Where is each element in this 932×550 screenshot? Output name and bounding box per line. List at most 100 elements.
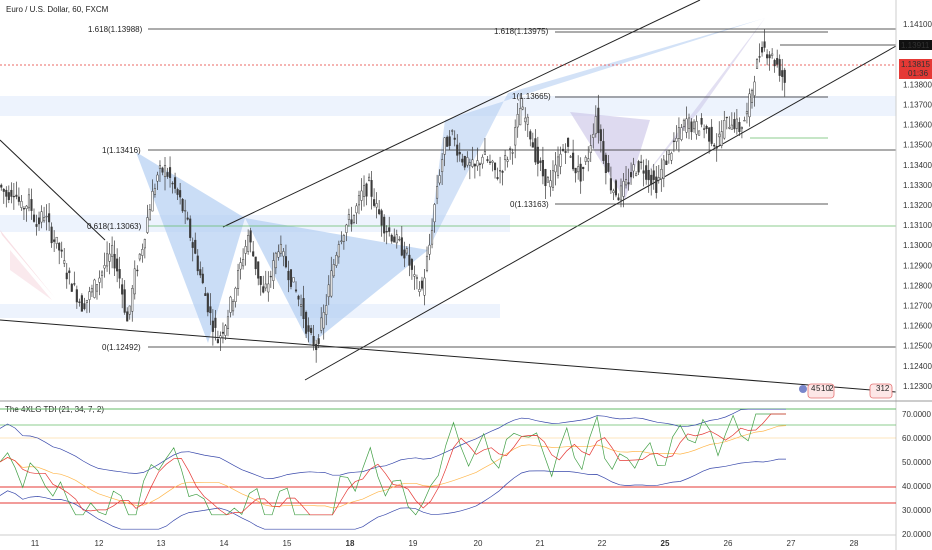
candle-body	[758, 56, 761, 58]
candle-body	[430, 229, 434, 245]
candle-body	[375, 203, 378, 208]
tdi-lines	[0, 408, 787, 530]
candle-body	[168, 167, 172, 178]
candle-body	[478, 163, 481, 165]
price-tick-label: 1.13800	[903, 80, 932, 89]
candle-body	[317, 338, 320, 344]
trend-long-down	[0, 319, 897, 393]
candle-body	[247, 234, 250, 252]
candle-body	[151, 191, 154, 212]
event-badge-2: 5	[816, 384, 821, 393]
candle-body	[529, 131, 532, 140]
fib-lines	[148, 28, 896, 348]
trend-down-left	[0, 139, 106, 241]
pattern-blue-2	[245, 218, 428, 345]
price-tick-label: 1.12800	[903, 281, 932, 290]
candle-body	[491, 160, 494, 163]
event-badge-1: 4	[811, 384, 816, 393]
candle-body	[743, 120, 746, 122]
candle-body	[22, 208, 25, 210]
candle-body	[609, 178, 612, 191]
candle-body	[700, 117, 703, 125]
candle-body	[493, 162, 497, 171]
candle-body	[446, 136, 449, 147]
candle-body	[27, 194, 31, 209]
candle-body	[468, 162, 471, 166]
candle-body	[269, 275, 272, 278]
candle-body	[63, 260, 66, 264]
time-tick-label: 25	[661, 539, 670, 548]
candle-body	[284, 256, 287, 268]
candle-body	[413, 274, 416, 277]
candle-body	[305, 312, 308, 334]
candle-body	[675, 137, 678, 142]
candle-body	[163, 164, 167, 177]
candle-body	[579, 163, 582, 182]
candle-body	[735, 118, 738, 129]
candle-body	[0, 184, 3, 188]
candle-body	[738, 122, 741, 132]
candle-body	[582, 166, 585, 170]
candle-body	[768, 54, 771, 59]
candle-body	[352, 215, 356, 223]
trend-lines	[0, 0, 897, 393]
candle-body	[569, 156, 572, 158]
candle-body	[274, 252, 277, 269]
candle-body	[302, 298, 305, 319]
candle-body	[174, 177, 177, 189]
candle-body	[209, 306, 212, 314]
candle-body	[698, 130, 701, 136]
candle-body	[559, 153, 562, 167]
candle-body	[672, 140, 675, 142]
candle-body	[403, 249, 406, 259]
candle-body	[310, 327, 313, 333]
candle-body	[710, 126, 713, 144]
candle-body	[723, 120, 726, 139]
candle-body	[423, 277, 426, 296]
candle-body	[630, 172, 633, 178]
candle-body	[5, 189, 8, 197]
candle-body	[45, 215, 48, 218]
candle-body	[204, 293, 207, 296]
candle-body	[360, 190, 363, 201]
event-badge-box-2[interactable]	[869, 383, 893, 399]
candle-body	[390, 234, 393, 242]
event-badge-box[interactable]	[807, 383, 835, 399]
candle-body	[385, 230, 388, 233]
indicator-tick-label: 20.0000	[902, 530, 931, 539]
candle-body	[257, 261, 260, 279]
time-tick-label: 13	[157, 539, 166, 548]
candle-body	[466, 157, 469, 166]
candle-body	[37, 217, 41, 225]
candle-body	[750, 89, 754, 103]
candle-body	[453, 137, 456, 140]
event-badges[interactable]: 4 5 10 2 312	[799, 383, 893, 399]
candle-body	[292, 277, 295, 283]
time-axis: 11 12 13 14 15 18 19 20 21 22 25 26 27 28	[31, 539, 859, 548]
candle-body	[153, 188, 156, 195]
event-badge-3: 10	[821, 384, 830, 393]
candle-body	[10, 189, 13, 197]
candle-body	[113, 253, 116, 269]
candle-body	[632, 164, 635, 172]
candle-body	[561, 148, 565, 151]
candle-body	[645, 165, 648, 180]
candle-body	[35, 224, 38, 227]
price-tick-label: 1.13400	[903, 161, 932, 170]
candle-body	[277, 251, 280, 258]
chart-title: Euro / U.S. Dollar, 60, FXCM	[6, 5, 109, 14]
candle-body	[15, 194, 18, 197]
candle-body	[181, 198, 184, 212]
candle-body	[519, 108, 522, 126]
candle-body	[640, 161, 643, 163]
candle-body	[604, 154, 607, 173]
candle-body	[388, 227, 391, 232]
candle-body	[166, 172, 169, 177]
candle-body	[58, 242, 61, 251]
candle-body	[252, 251, 255, 257]
time-tick-label: 22	[598, 539, 607, 548]
candle-series	[0, 29, 786, 363]
candle-body	[70, 283, 73, 292]
candle-body	[244, 246, 247, 254]
